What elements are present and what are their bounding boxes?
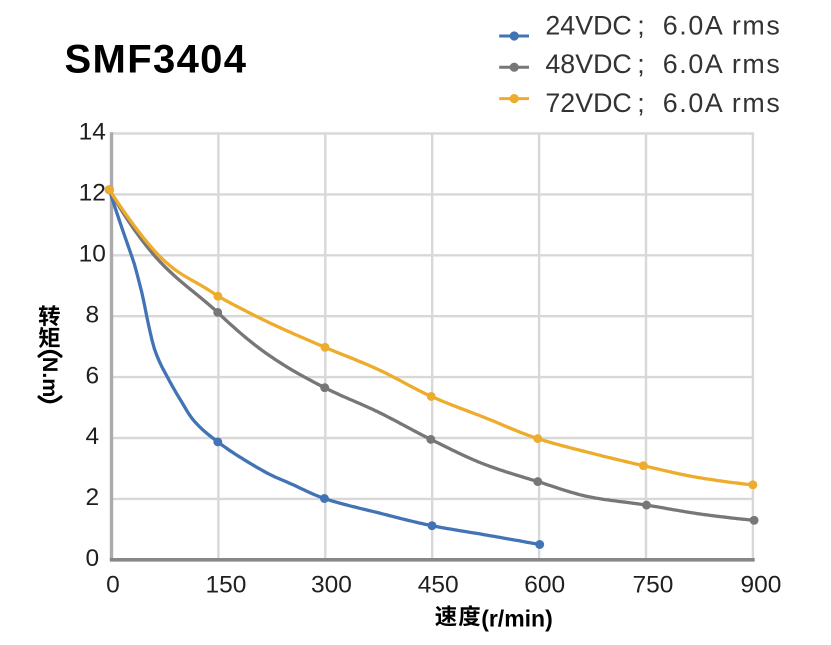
svg-text:0: 0 — [106, 572, 120, 599]
svg-text:N.m: N.m — [38, 357, 62, 398]
svg-text:6: 6 — [85, 362, 99, 389]
svg-text:2: 2 — [85, 484, 99, 511]
svg-text:12: 12 — [79, 180, 106, 207]
svg-text:750: 750 — [633, 572, 674, 599]
svg-text:10: 10 — [79, 241, 106, 268]
svg-text:150: 150 — [206, 572, 247, 599]
svg-text:24VDC;6.0A rms: 24VDC; 6.0A rms — [545, 11, 781, 41]
svg-text:(r/min): (r/min) — [481, 605, 553, 631]
svg-text:900: 900 — [741, 572, 782, 599]
svg-text:450: 450 — [418, 572, 459, 599]
svg-text:72VDC;6.0A rms: 72VDC; 6.0A rms — [545, 88, 781, 118]
svg-text:SMF3404: SMF3404 — [65, 38, 248, 82]
svg-text:300: 300 — [311, 572, 352, 599]
svg-text:14: 14 — [79, 119, 106, 146]
svg-text:0: 0 — [85, 545, 99, 572]
svg-text:4: 4 — [85, 423, 99, 450]
svg-text:600: 600 — [524, 572, 565, 599]
svg-text:48VDC;6.0A rms: 48VDC; 6.0A rms — [545, 49, 781, 79]
svg-text:8: 8 — [85, 301, 99, 328]
